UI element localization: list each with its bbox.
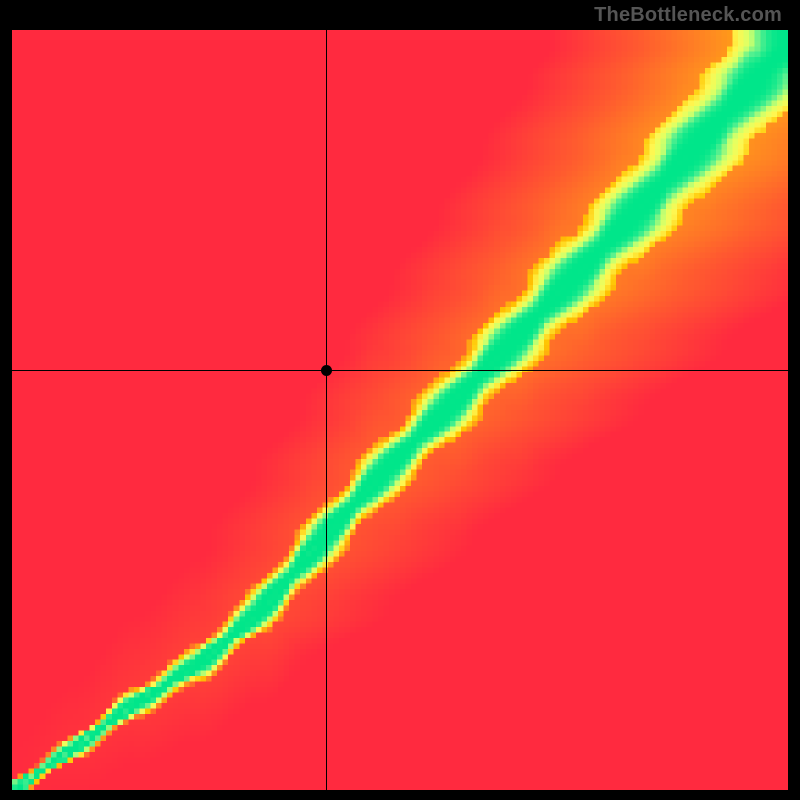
attribution-text: TheBottleneck.com bbox=[594, 4, 782, 27]
bottleneck-heatmap bbox=[12, 30, 788, 790]
crosshair-marker bbox=[321, 365, 332, 376]
chart-container: TheBottleneck.com bbox=[0, 0, 800, 800]
heatmap-plot bbox=[12, 30, 788, 790]
crosshair-horizontal bbox=[12, 370, 788, 372]
crosshair-vertical bbox=[326, 30, 328, 790]
